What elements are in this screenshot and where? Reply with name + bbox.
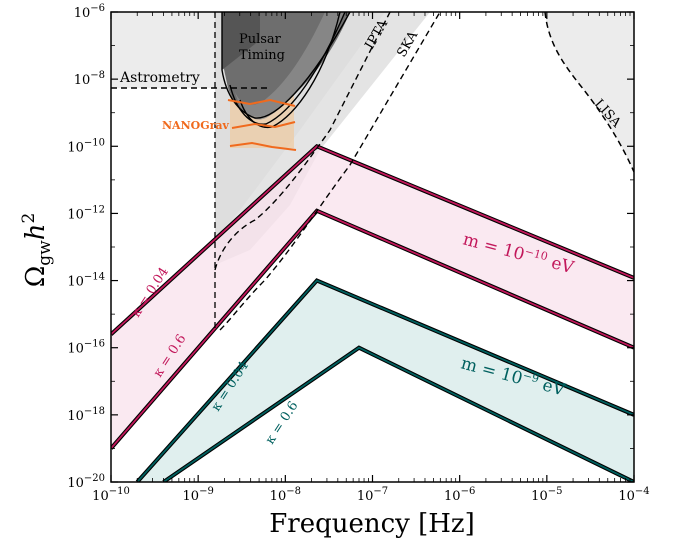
x-tick-label: 10−7 [357,486,388,504]
constraint-outlines [111,12,634,331]
astrometry-label: Astrometry [119,70,200,86]
band-2-lower-edge [162,346,634,482]
band-1-upper-edge [111,145,634,336]
y-tick-label: 10−8 [74,70,105,88]
lisa-boundary [544,12,634,173]
x-tick-label: 10−9 [183,486,214,504]
x-tick-label: 10−10 [92,486,130,504]
y-tick-label: 10−16 [67,339,105,357]
astrometry-region [111,12,215,88]
band-2-upper-edge [136,279,634,482]
y-tick-label: 10−6 [74,3,105,21]
ticks-layer: 10−10 10−9 10−8 10−7 10−6 10−5 10−4 10−20 10−18 1… [67,3,649,504]
y-axis-label: Ωgwh2 [19,213,55,288]
nanograv-line-1 [227,98,296,107]
y-tick-label: 10−14 [67,272,105,290]
x-tick-label: 10−5 [531,486,562,504]
nanograv-label: NANOGrav [162,119,230,132]
bands-layer [111,143,634,482]
y-tick-label: 10−18 [67,406,105,424]
y-tick-label: 10−12 [67,204,105,222]
band-1-area [111,146,634,449]
nanograv-line-2 [231,121,296,129]
constraint-regions [111,12,634,265]
nanograv-line-3 [229,141,297,151]
x-tick-label: 10−4 [618,486,649,504]
x-tick-label: 10−8 [270,486,301,504]
band-2-area [137,280,634,482]
pulsar-timing-label: Pulsar Timing [239,32,285,63]
lisa-region [545,12,634,172]
y-tick-label: 10−20 [67,473,105,491]
x-tick-label: 10−6 [444,486,475,504]
y-tick-label: 10−10 [67,137,105,155]
ska-boundary [219,12,441,331]
x-axis-label: Frequency [Hz] [269,509,475,539]
